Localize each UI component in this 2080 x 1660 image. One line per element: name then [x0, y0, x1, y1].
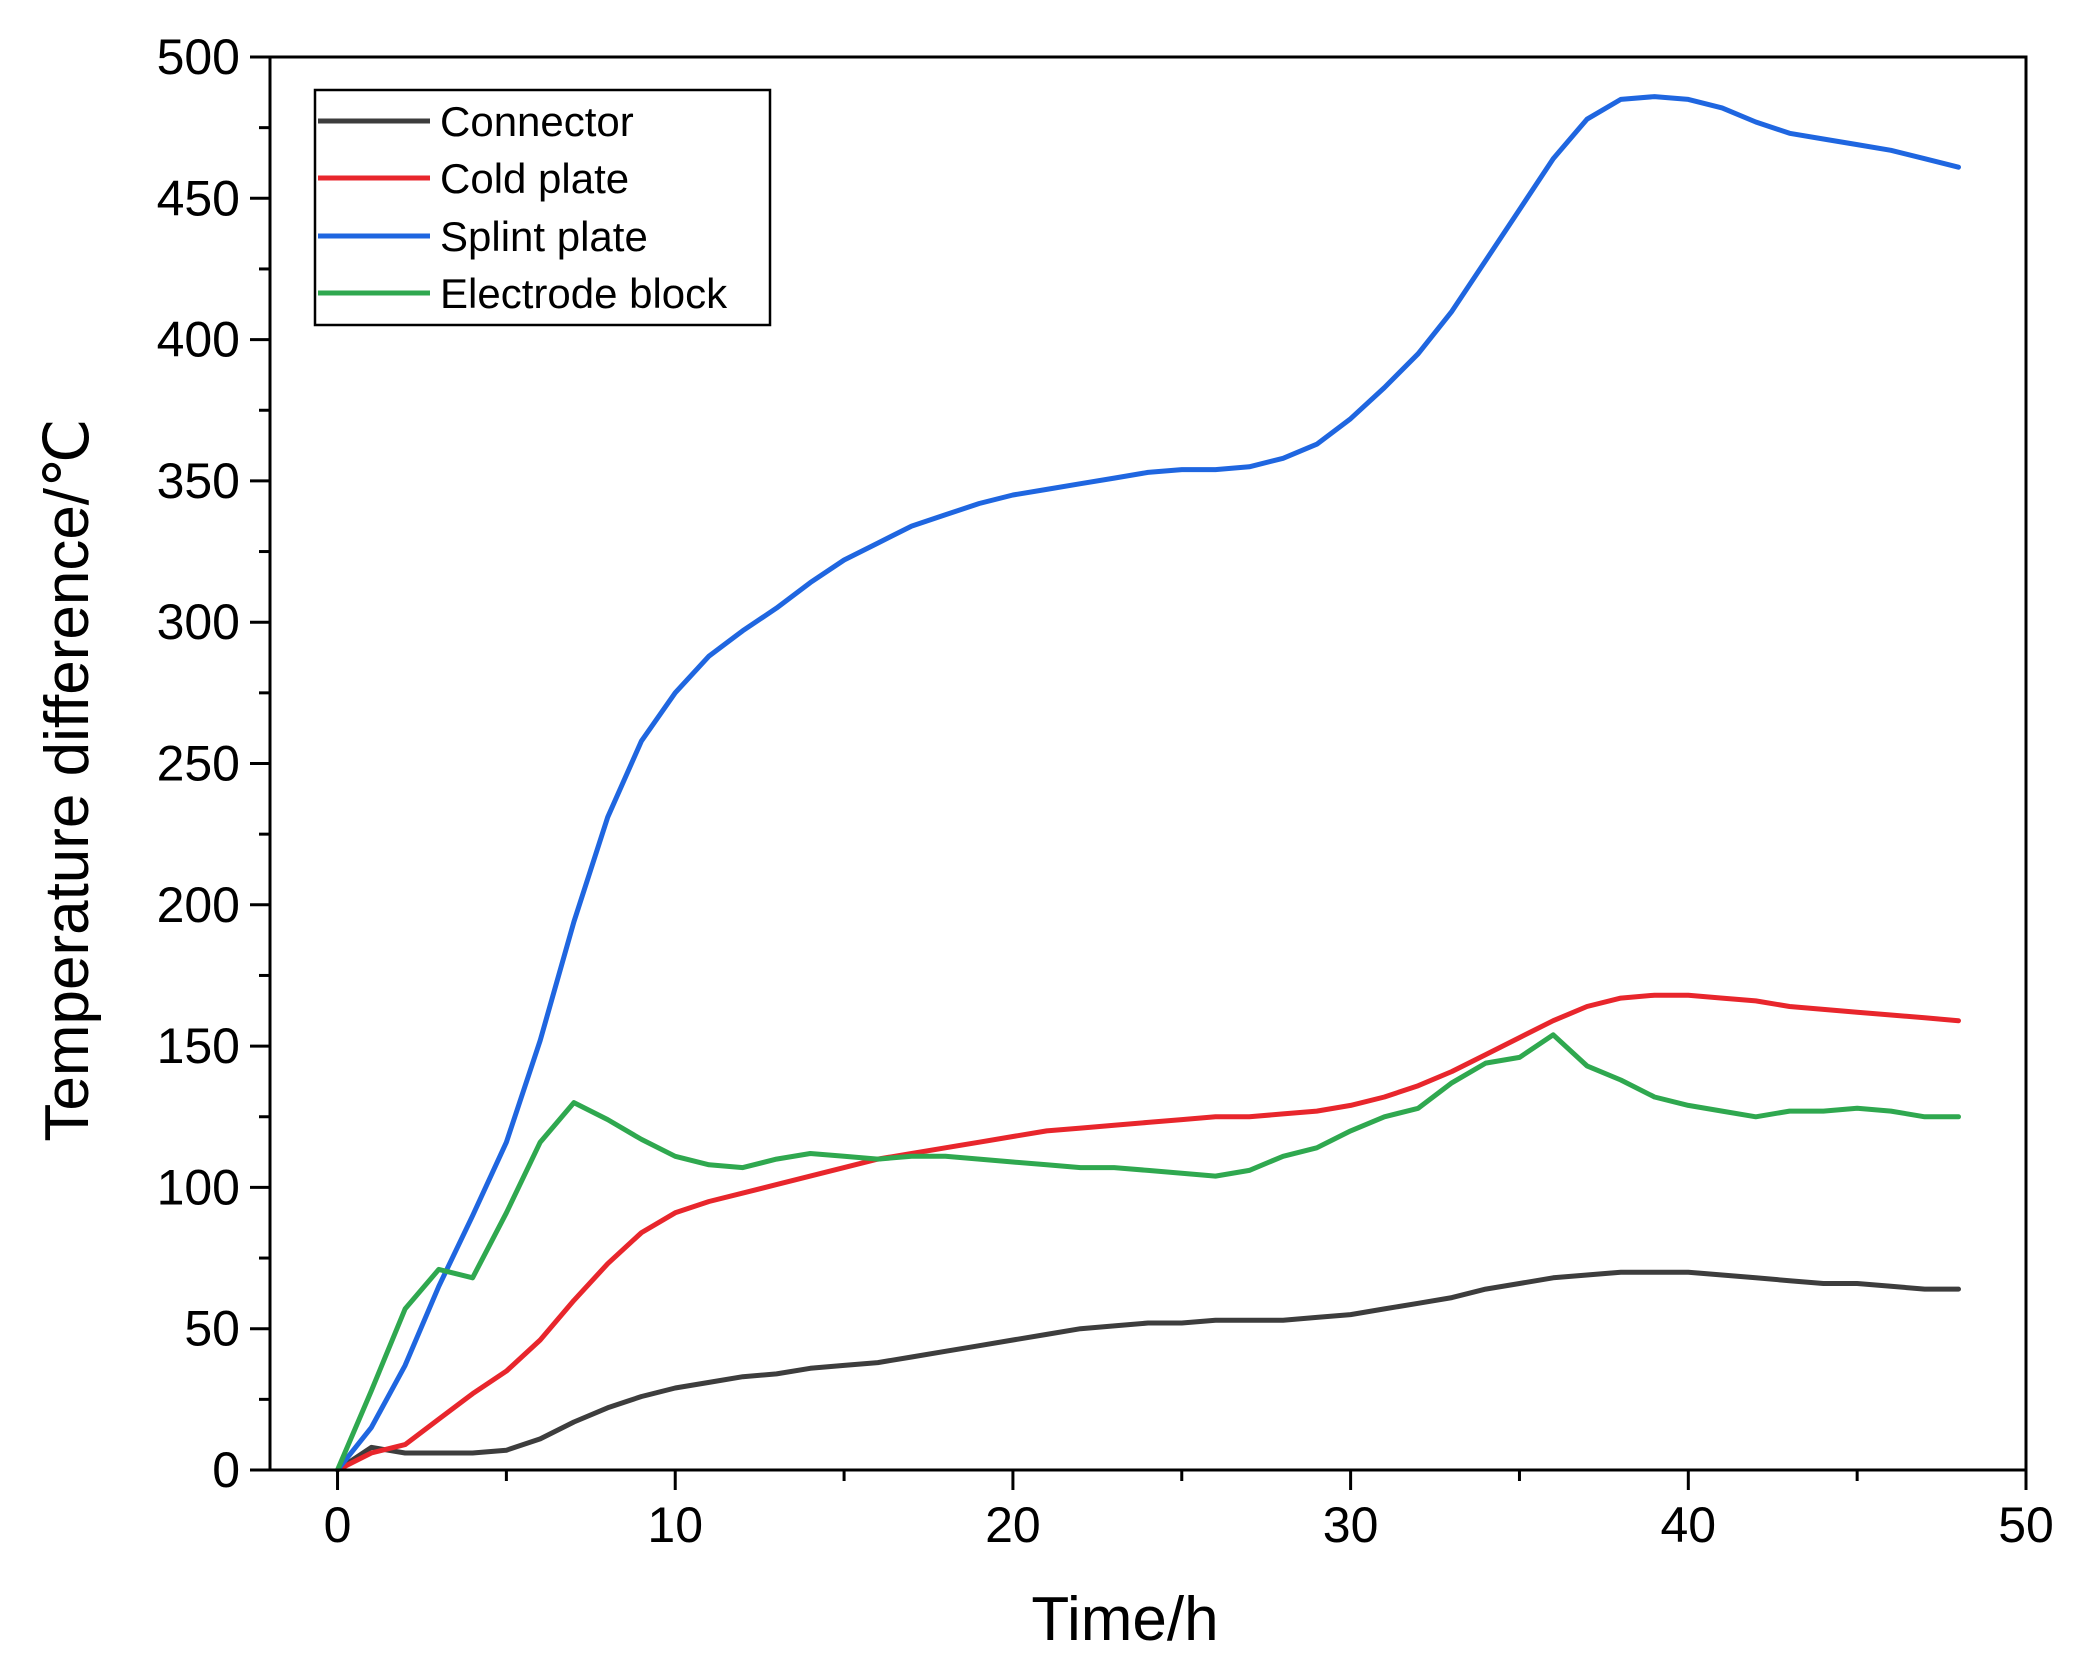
y-tick-label: 450 — [157, 170, 240, 226]
y-tick-label: 350 — [157, 453, 240, 509]
series-line-splint-plate — [335, 94, 1961, 1473]
legend-label-electrode-block: Electrode block — [440, 270, 728, 317]
x-tick-label: 0 — [324, 1497, 352, 1553]
x-axis-title: Time/h — [1031, 1585, 1218, 1654]
legend-label-splint-plate: Splint plate — [440, 213, 648, 260]
y-tick-label: 50 — [184, 1301, 240, 1357]
y-axis-ticks: 0 50 100 150 200 250 300 350 400 450 500 — [157, 29, 270, 1498]
y-tick-label: 500 — [157, 29, 240, 85]
y-tick-label: 0 — [212, 1442, 240, 1498]
y-tick-label: 300 — [157, 594, 240, 650]
y-tick-label: 200 — [157, 877, 240, 933]
x-tick-label: 40 — [1660, 1497, 1716, 1553]
y-tick-label: 250 — [157, 736, 240, 792]
x-tick-label: 30 — [1323, 1497, 1379, 1553]
y-tick-label: 100 — [157, 1159, 240, 1215]
x-tick-label: 10 — [647, 1497, 703, 1553]
legend-label-cold-plate: Cold plate — [440, 155, 629, 202]
x-tick-label: 20 — [985, 1497, 1041, 1553]
series-line-cold-plate — [335, 992, 1961, 1473]
legend-label-connector: Connector — [440, 98, 634, 145]
x-tick-label: 50 — [1998, 1497, 2054, 1553]
y-axis-title: Temperature difference/℃ — [33, 418, 102, 1141]
legend-box — [313, 88, 772, 327]
y-tick-label: 400 — [157, 312, 240, 368]
legend: Connector Cold plate Splint plate Electr… — [313, 88, 772, 327]
series-line-connector — [335, 1269, 1961, 1473]
y-tick-label: 150 — [157, 1018, 240, 1074]
x-axis-ticks: 0 10 20 30 40 50 — [324, 1470, 2054, 1553]
series-line-electrode-block — [335, 1032, 1961, 1473]
plot-lines — [335, 94, 1961, 1473]
